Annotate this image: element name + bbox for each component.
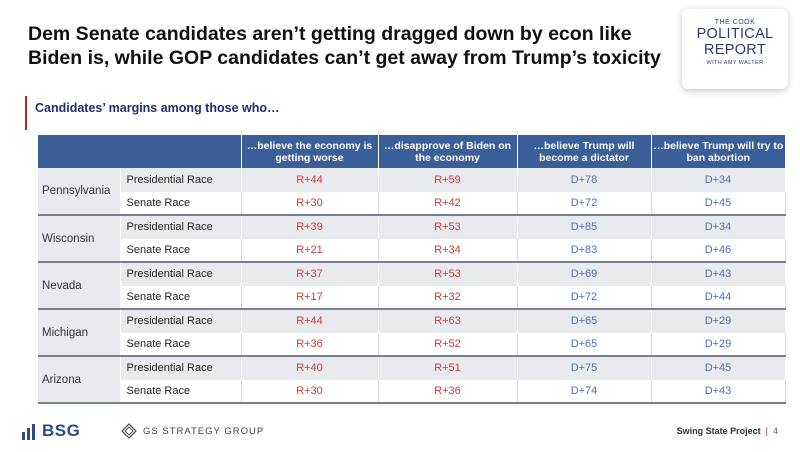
bsg-logo-text: BSG <box>42 421 81 440</box>
header-trump-ban-abortion: …believe Trump will try to ban abortion <box>650 135 785 168</box>
race-label-cell: Senate Race <box>120 332 242 357</box>
table-row: Senate Race R+17 R+32 D+72 D+44 <box>38 285 786 310</box>
margin-value-cell: R+63 <box>378 309 518 333</box>
gs-diamond-icon <box>121 423 137 439</box>
gs-logo-text: GS STRATEGY GROUP <box>143 425 265 437</box>
table-row: Senate Race R+36 R+52 D+65 D+29 <box>38 332 786 357</box>
table-subtitle: Candidates’ margins among those who… <box>35 101 280 115</box>
slide-title-line-2: Biden is, while GOP candidates can’t get… <box>28 47 661 69</box>
margin-value-cell: D+69 <box>517 262 652 286</box>
race-label-cell: Senate Race <box>120 285 242 310</box>
subtitle-accent-bar <box>25 96 27 130</box>
footer-project-info: Swing State Project | 4 <box>677 426 778 436</box>
margin-value-cell: D+85 <box>517 215 652 239</box>
margin-value-cell: R+52 <box>378 332 518 357</box>
logo-with-amy-walter: WITH AMY WALTER <box>706 60 764 66</box>
header-economy-worse: …believe the economy is getting worse <box>240 135 378 168</box>
margin-value-cell: R+17 <box>241 285 379 310</box>
margin-value-cell: R+30 <box>241 379 379 404</box>
race-label-cell: Senate Race <box>120 379 242 404</box>
margin-value-cell: D+45 <box>651 356 786 380</box>
margin-value-cell: R+44 <box>241 168 379 192</box>
table-row: Arizona Presidential Race R+40 R+51 D+75 D+45 <box>38 356 786 404</box>
header-blank-cell <box>38 135 241 168</box>
margin-value-cell: D+45 <box>651 191 786 216</box>
bsg-logo: BSG <box>22 421 80 441</box>
margin-value-cell: D+65 <box>517 332 652 357</box>
table-row: Pennsylvania Presidential Race R+44 R+59 D+7… <box>38 168 786 216</box>
margin-value-cell: R+30 <box>241 191 379 216</box>
state-name-cell: Arizona <box>38 356 121 404</box>
margin-value-cell: D+75 <box>517 356 652 380</box>
margin-value-cell: R+53 <box>378 262 518 286</box>
margin-value-cell: R+37 <box>241 262 379 286</box>
race-label-cell: Senate Race <box>120 238 242 263</box>
margin-value-cell: R+36 <box>378 379 518 404</box>
header-trump-dictator: …believe Trump will become a dictator <box>516 135 651 168</box>
project-name: Swing State Project <box>676 426 761 436</box>
slide-title-line-1: Dem Senate candidates aren’t getting dra… <box>28 23 632 45</box>
margin-value-cell: D+29 <box>651 309 786 333</box>
margin-value-cell: R+42 <box>378 191 518 216</box>
gs-strategy-logo: GS STRATEGY GROUP <box>121 423 264 439</box>
margin-value-cell: D+34 <box>651 168 786 192</box>
margin-value-cell: D+43 <box>651 379 786 404</box>
state-name-cell: Wisconsin <box>38 215 121 263</box>
race-label-cell: Presidential Race <box>120 262 242 286</box>
margin-value-cell: D+46 <box>651 238 786 263</box>
margin-value-cell: D+83 <box>517 238 652 263</box>
table-row: Senate Race R+30 R+36 D+74 D+43 <box>38 379 786 404</box>
page-number: 4 <box>772 426 778 436</box>
margin-value-cell: R+39 <box>241 215 379 239</box>
table-row: Michigan Presidential Race R+44 R+63 D+65 D+2… <box>38 309 786 357</box>
race-label-cell: Presidential Race <box>120 215 242 239</box>
logo-the-cook: THE COOK <box>714 19 756 26</box>
margin-value-cell: D+72 <box>517 191 652 216</box>
margin-value-cell: R+51 <box>378 356 518 380</box>
state-name-cell: Michigan <box>38 309 121 357</box>
table-header-row: …believe the economy is getting worse …d… <box>38 135 785 168</box>
margin-value-cell: R+53 <box>378 215 518 239</box>
margin-value-cell: R+32 <box>378 285 518 310</box>
margin-value-cell: D+44 <box>651 285 786 310</box>
margin-value-cell: D+65 <box>517 309 652 333</box>
table-row: Nevada Presidential Race R+37 R+53 D+69 D+43 <box>38 262 786 310</box>
margin-value-cell: R+44 <box>241 309 379 333</box>
margin-value-cell: R+36 <box>241 332 379 357</box>
logo-report: REPORT <box>704 42 766 58</box>
slide-title: Dem Senate candidates aren’t getting dra… <box>28 22 668 70</box>
table-row: Wisconsin Presidential Race R+39 R+53 D+85 D+… <box>38 215 786 263</box>
margin-value-cell: D+78 <box>517 168 652 192</box>
cook-political-report-logo: THE COOK POLITICAL REPORT WITH AMY WALTE… <box>682 9 788 89</box>
logo-political: POLITICAL <box>696 26 774 42</box>
table-row: Senate Race R+21 R+34 D+83 D+46 <box>38 238 786 263</box>
race-label-cell: Presidential Race <box>120 309 242 333</box>
state-name-cell: Nevada <box>38 262 121 310</box>
margin-value-cell: D+72 <box>517 285 652 310</box>
margin-value-cell: R+40 <box>241 356 379 380</box>
margin-value-cell: R+21 <box>241 238 379 263</box>
race-label-cell: Senate Race <box>120 191 242 216</box>
margin-value-cell: D+34 <box>651 215 786 239</box>
race-label-cell: Presidential Race <box>120 168 242 192</box>
margin-value-cell: D+43 <box>651 262 786 286</box>
table-row: Senate Race R+30 R+42 D+72 D+45 <box>38 191 786 216</box>
table-body: Pennsylvania Presidential Race R+44 R+59 D+7… <box>38 168 786 404</box>
bsg-bars-icon <box>22 422 40 440</box>
margin-value-cell: R+59 <box>378 168 518 192</box>
margin-value-cell: D+74 <box>517 379 652 404</box>
margin-value-cell: R+34 <box>378 238 518 263</box>
state-name-cell: Pennsylvania <box>38 168 121 216</box>
footer-separator: | <box>765 426 768 436</box>
margins-table: …believe the economy is getting worse …d… <box>38 135 786 404</box>
race-label-cell: Presidential Race <box>120 356 242 380</box>
margin-value-cell: D+29 <box>651 332 786 357</box>
header-disapprove-biden: …disapprove of Biden on the economy <box>377 135 517 168</box>
